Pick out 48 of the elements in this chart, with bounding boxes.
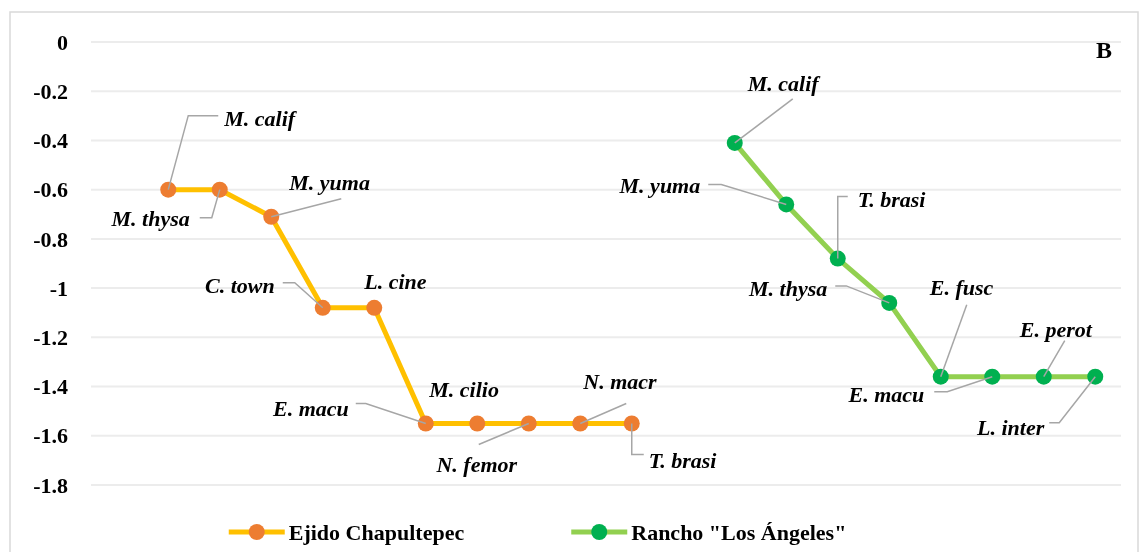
y-tick-label: -1.4: [33, 374, 68, 400]
point: [366, 299, 383, 316]
annotation: M. thysa: [110, 205, 190, 231]
legend-label: Rancho "Los Ángeles": [631, 520, 847, 545]
annotation: M. thysa: [748, 275, 828, 301]
y-tick-label: -1.8: [33, 472, 68, 498]
annotation: M. calif: [746, 70, 822, 96]
annotation: E. macu: [847, 381, 925, 407]
point: [469, 415, 486, 432]
annotation: M. calif: [223, 105, 298, 131]
y-tick-label: -0.8: [33, 226, 68, 252]
annotation: T. brasi: [648, 448, 718, 474]
annotation: E. fusc: [928, 274, 994, 300]
annotation: E. perot: [1018, 316, 1093, 342]
annotation: M. cilio: [428, 377, 499, 403]
y-tick-label: 0: [57, 29, 68, 55]
point: [932, 368, 949, 385]
point: [778, 196, 795, 213]
point: [984, 368, 1001, 385]
annotation: T. brasi: [857, 186, 927, 212]
y-tick-label: -1.6: [33, 423, 68, 449]
annotation: L. inter: [976, 414, 1045, 440]
point: [520, 415, 537, 432]
y-tick-label: -0.6: [33, 177, 68, 203]
point: [160, 181, 177, 198]
annotation: E. macu: [271, 396, 349, 422]
point: [829, 250, 846, 267]
annotation: N. macr: [582, 369, 658, 395]
annotation: M. yuma: [618, 173, 701, 199]
point: [314, 299, 331, 316]
y-tick-label: -1.2: [33, 325, 68, 351]
point: [1087, 368, 1104, 385]
y-tick-label: -0.4: [33, 128, 68, 154]
annotation: L. cine: [363, 268, 427, 294]
point: [263, 208, 280, 225]
point: [726, 134, 743, 151]
point: [417, 415, 434, 432]
annotation: B: [1095, 37, 1112, 63]
point: [572, 415, 589, 432]
y-tick-label: -1: [49, 275, 68, 301]
legend-label: Ejido Chapultepec: [288, 520, 465, 545]
point: [881, 294, 898, 311]
annotation: M. yuma: [288, 169, 370, 195]
point: [1035, 368, 1052, 385]
point: [211, 181, 228, 198]
annotation: C. town: [205, 272, 275, 298]
annotation: N. femor: [435, 452, 518, 478]
y-tick-label: -0.2: [33, 78, 68, 104]
